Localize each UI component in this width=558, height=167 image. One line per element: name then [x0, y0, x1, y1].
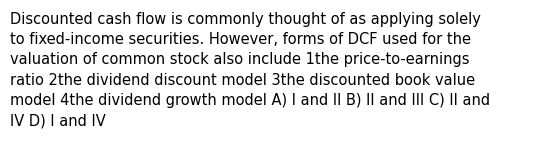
Text: Discounted cash flow is commonly thought of as applying solely
to fixed-income s: Discounted cash flow is commonly thought… — [10, 12, 490, 129]
